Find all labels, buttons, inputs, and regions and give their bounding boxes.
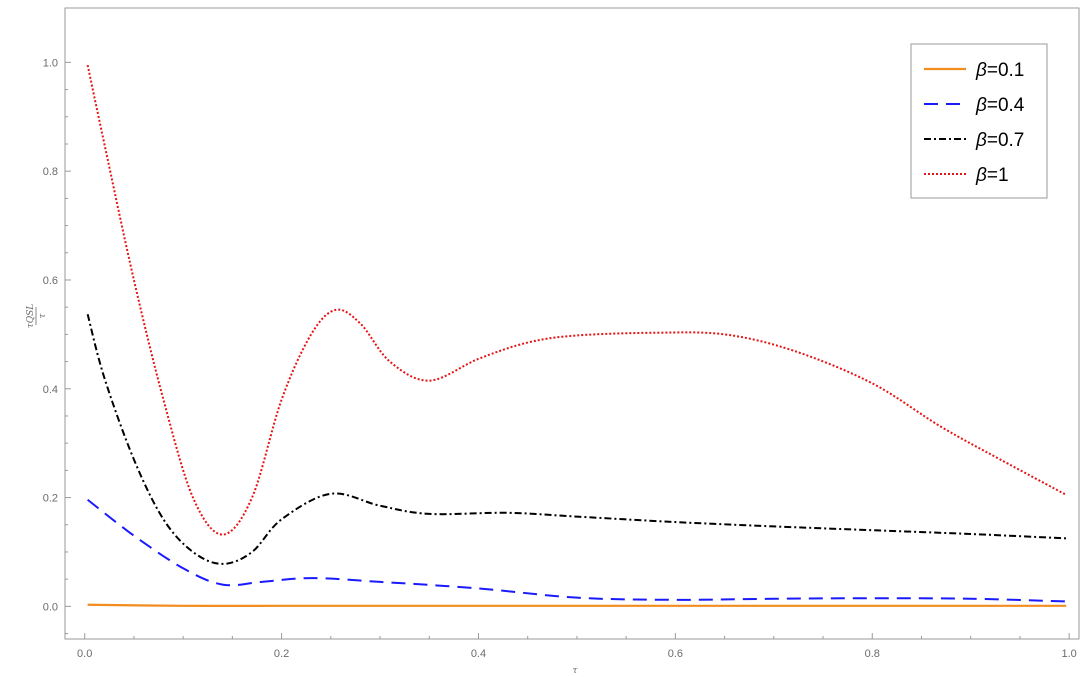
y-axis-ticks: 0.0 0.2 0.4 0.6 0.8 1.0	[43, 57, 71, 635]
y-tick-label: 0.0	[43, 601, 58, 613]
legend-entry-label: β=0.1	[975, 60, 1024, 81]
series-line-3	[86, 64, 1067, 536]
x-tick-label: 0.8	[865, 648, 880, 660]
legend-entry-label: β=0.7	[975, 130, 1024, 151]
y-axis-label-numerator: τQSL	[26, 304, 36, 329]
legend-entry-symbol: β	[975, 130, 987, 151]
y-tick-label: 0.6	[43, 275, 58, 287]
x-tick-label: 0.2	[274, 648, 289, 660]
legend: β=0.1β=0.4β=0.7β=1	[910, 43, 1048, 199]
legend-entry-value: =0.7	[987, 130, 1025, 151]
legend-entry-symbol: β	[975, 165, 987, 186]
y-axis-label: τQSL τ	[26, 304, 48, 329]
y-tick-label: 1.0	[43, 57, 58, 69]
legend-entry-label: β=1	[975, 165, 1009, 186]
y-tick-label: 0.4	[43, 384, 58, 396]
legend-entry-value: =0.1	[987, 60, 1025, 81]
x-tick-label: 0.4	[471, 648, 486, 660]
plot-frame	[64, 7, 1080, 640]
y-tick-label: 0.2	[43, 493, 58, 505]
y-axis-label-denominator: τ	[38, 312, 48, 318]
legend-entry-label: β=0.4	[975, 95, 1025, 116]
x-axis-ticks: 0.0 0.2 0.4 0.6 0.8 1.0	[77, 633, 1077, 660]
legend-entry-value: =0.4	[987, 95, 1025, 116]
x-tick-label: 0.0	[77, 648, 92, 660]
y-tick-label: 0.8	[43, 166, 58, 178]
legend-entry-symbol: β	[975, 60, 987, 81]
x-tick-label: 1.0	[1062, 648, 1077, 660]
series-line-0	[87, 603, 1067, 607]
legend-entry-symbol: β	[975, 95, 987, 116]
x-tick-label: 0.6	[668, 648, 683, 660]
series-line-1	[87, 498, 1067, 603]
x-axis-label: τ	[573, 666, 579, 676]
series-line-2	[86, 313, 1067, 565]
legend-entry-value: =1	[987, 165, 1009, 186]
series-layer	[86, 64, 1067, 607]
